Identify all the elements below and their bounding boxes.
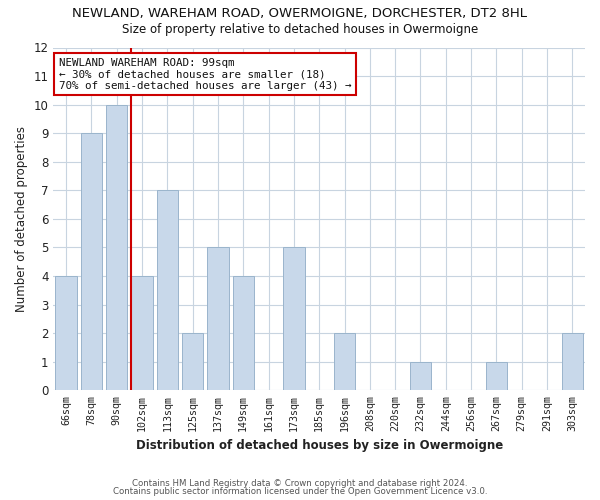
- Bar: [283, 248, 305, 390]
- Bar: [207, 248, 229, 390]
- Bar: [55, 276, 77, 390]
- Text: Contains public sector information licensed under the Open Government Licence v3: Contains public sector information licen…: [113, 487, 487, 496]
- Y-axis label: Number of detached properties: Number of detached properties: [15, 126, 28, 312]
- Bar: [233, 276, 254, 390]
- Bar: [410, 362, 431, 390]
- Bar: [131, 276, 153, 390]
- Bar: [182, 333, 203, 390]
- Bar: [80, 133, 102, 390]
- Text: Contains HM Land Registry data © Crown copyright and database right 2024.: Contains HM Land Registry data © Crown c…: [132, 478, 468, 488]
- Bar: [157, 190, 178, 390]
- Bar: [562, 333, 583, 390]
- X-axis label: Distribution of detached houses by size in Owermoigne: Distribution of detached houses by size …: [136, 440, 503, 452]
- Bar: [334, 333, 355, 390]
- Text: NEWLAND, WAREHAM ROAD, OWERMOIGNE, DORCHESTER, DT2 8HL: NEWLAND, WAREHAM ROAD, OWERMOIGNE, DORCH…: [73, 8, 527, 20]
- Text: NEWLAND WAREHAM ROAD: 99sqm
← 30% of detached houses are smaller (18)
70% of sem: NEWLAND WAREHAM ROAD: 99sqm ← 30% of det…: [59, 58, 351, 91]
- Bar: [106, 104, 127, 391]
- Bar: [485, 362, 507, 390]
- Text: Size of property relative to detached houses in Owermoigne: Size of property relative to detached ho…: [122, 22, 478, 36]
